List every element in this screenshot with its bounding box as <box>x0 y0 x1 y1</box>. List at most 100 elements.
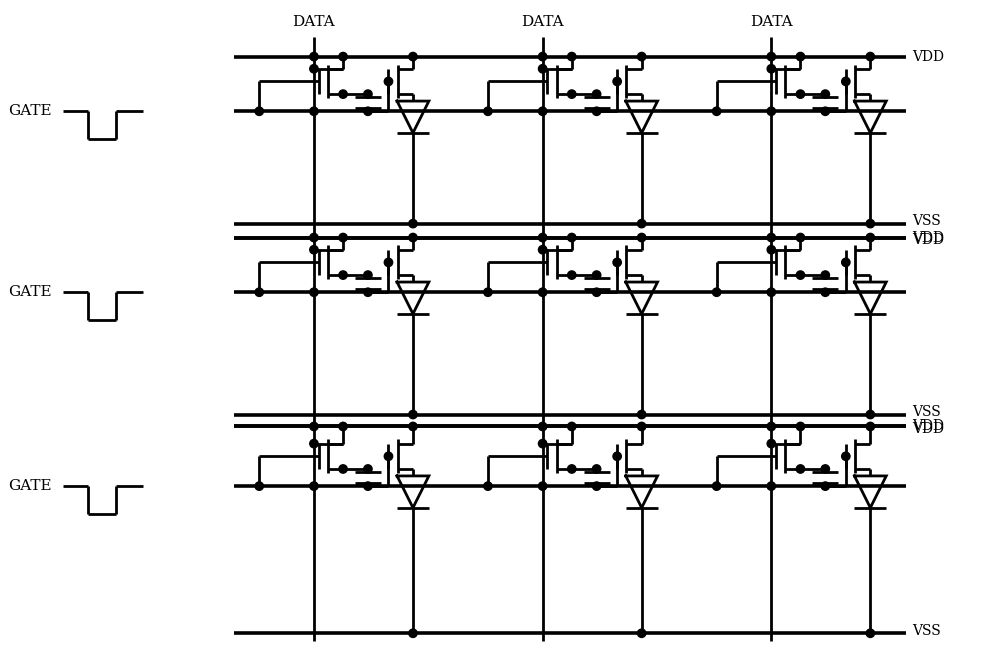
Circle shape <box>310 245 318 254</box>
Circle shape <box>409 233 417 241</box>
Circle shape <box>409 422 417 431</box>
Text: VDD: VDD <box>913 231 945 245</box>
Circle shape <box>821 271 829 279</box>
Circle shape <box>364 271 372 279</box>
Circle shape <box>842 258 850 267</box>
Circle shape <box>866 233 875 241</box>
Circle shape <box>767 65 775 73</box>
Text: DATA: DATA <box>293 15 335 29</box>
Circle shape <box>821 107 829 116</box>
Text: VDD: VDD <box>913 233 945 247</box>
Circle shape <box>339 53 347 61</box>
Text: GATE: GATE <box>8 479 51 493</box>
Circle shape <box>409 219 417 228</box>
Circle shape <box>842 452 850 460</box>
Circle shape <box>384 258 393 267</box>
Circle shape <box>310 107 318 116</box>
Circle shape <box>310 288 318 297</box>
Circle shape <box>767 245 775 254</box>
Circle shape <box>339 271 347 279</box>
Circle shape <box>538 440 547 448</box>
Circle shape <box>866 629 875 638</box>
Circle shape <box>484 107 492 116</box>
Circle shape <box>796 465 805 473</box>
Circle shape <box>821 90 829 98</box>
Circle shape <box>364 482 372 490</box>
Circle shape <box>637 233 646 241</box>
Circle shape <box>821 288 829 297</box>
Circle shape <box>842 77 850 86</box>
Text: GATE: GATE <box>8 104 51 118</box>
Circle shape <box>866 219 875 228</box>
Circle shape <box>796 233 805 241</box>
Circle shape <box>767 53 775 61</box>
Circle shape <box>637 410 646 419</box>
Circle shape <box>409 629 417 638</box>
Circle shape <box>310 65 318 73</box>
Circle shape <box>866 422 875 431</box>
Text: VDD: VDD <box>913 420 945 434</box>
Circle shape <box>364 288 372 297</box>
Circle shape <box>339 465 347 473</box>
Circle shape <box>568 233 576 241</box>
Circle shape <box>767 288 775 297</box>
Circle shape <box>866 53 875 61</box>
Circle shape <box>364 107 372 116</box>
Circle shape <box>384 77 393 86</box>
Circle shape <box>592 288 601 297</box>
Circle shape <box>767 233 775 241</box>
Circle shape <box>568 465 576 473</box>
Circle shape <box>712 107 721 116</box>
Circle shape <box>796 271 805 279</box>
Circle shape <box>538 288 547 297</box>
Circle shape <box>310 422 318 431</box>
Text: GATE: GATE <box>8 285 51 299</box>
Circle shape <box>538 107 547 116</box>
Circle shape <box>484 482 492 490</box>
Text: DATA: DATA <box>521 15 564 29</box>
Circle shape <box>866 410 875 419</box>
Text: VDD: VDD <box>913 422 945 436</box>
Circle shape <box>568 90 576 98</box>
Circle shape <box>767 440 775 448</box>
Text: VSS: VSS <box>913 624 941 638</box>
Circle shape <box>484 288 492 297</box>
Circle shape <box>796 90 805 98</box>
Circle shape <box>796 422 805 431</box>
Text: VSS: VSS <box>913 214 941 228</box>
Circle shape <box>592 107 601 116</box>
Circle shape <box>538 233 547 241</box>
Circle shape <box>255 107 263 116</box>
Circle shape <box>821 482 829 490</box>
Circle shape <box>538 65 547 73</box>
Circle shape <box>592 271 601 279</box>
Circle shape <box>767 482 775 490</box>
Circle shape <box>255 482 263 490</box>
Text: VDD: VDD <box>913 50 945 64</box>
Circle shape <box>637 422 646 431</box>
Circle shape <box>364 90 372 98</box>
Circle shape <box>364 465 372 473</box>
Circle shape <box>637 53 646 61</box>
Circle shape <box>821 465 829 473</box>
Circle shape <box>767 422 775 431</box>
Circle shape <box>568 53 576 61</box>
Circle shape <box>568 422 576 431</box>
Circle shape <box>613 77 621 86</box>
Circle shape <box>384 452 393 460</box>
Circle shape <box>409 53 417 61</box>
Circle shape <box>796 53 805 61</box>
Text: VSS: VSS <box>913 405 941 419</box>
Circle shape <box>310 440 318 448</box>
Circle shape <box>255 288 263 297</box>
Circle shape <box>538 53 547 61</box>
Circle shape <box>592 465 601 473</box>
Circle shape <box>339 233 347 241</box>
Circle shape <box>409 410 417 419</box>
Text: DATA: DATA <box>750 15 793 29</box>
Circle shape <box>613 258 621 267</box>
Circle shape <box>310 482 318 490</box>
Circle shape <box>538 482 547 490</box>
Circle shape <box>712 482 721 490</box>
Circle shape <box>339 90 347 98</box>
